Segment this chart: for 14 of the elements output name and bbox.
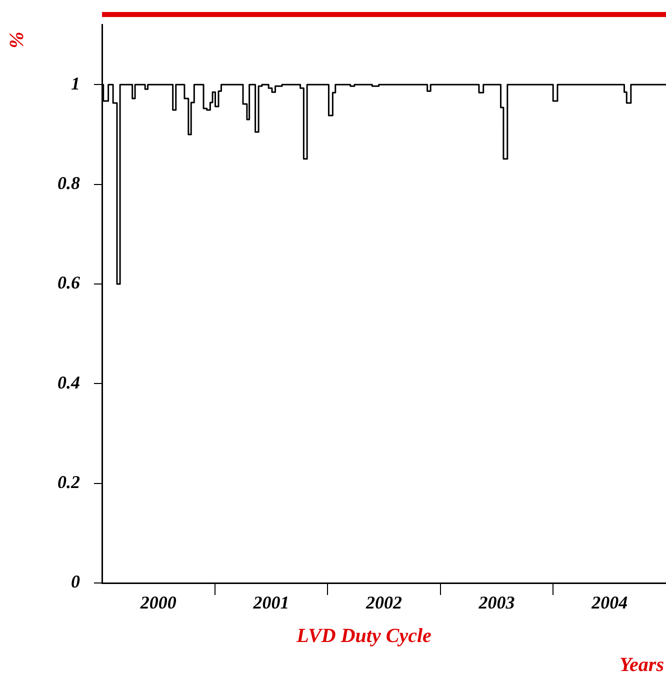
y-tick-label: 0.4: [58, 372, 80, 392]
y-tick-label: 0.6: [58, 272, 80, 293]
y-tick-label: 0.2: [58, 472, 80, 492]
y-tick-label: 0.8: [58, 172, 80, 193]
y-tick-label: 0: [71, 572, 80, 592]
x-tick-label: 2000: [139, 592, 176, 612]
x-tick-label: 2004: [590, 592, 628, 612]
text: LVD Duty Cycle: [296, 625, 432, 648]
x-tick-label: 2001: [252, 592, 290, 612]
x-axis-title: Years: [620, 654, 664, 676]
x-tick-label: 2002: [365, 592, 402, 612]
x-tick-label: 2003: [478, 592, 515, 612]
y-tick-label: 1: [71, 73, 80, 94]
y-axis-title: %: [6, 32, 28, 48]
